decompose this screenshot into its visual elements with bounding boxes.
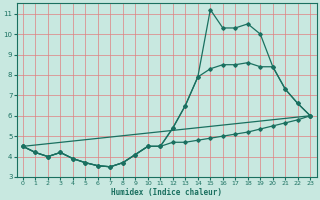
X-axis label: Humidex (Indice chaleur): Humidex (Indice chaleur) xyxy=(111,188,222,197)
